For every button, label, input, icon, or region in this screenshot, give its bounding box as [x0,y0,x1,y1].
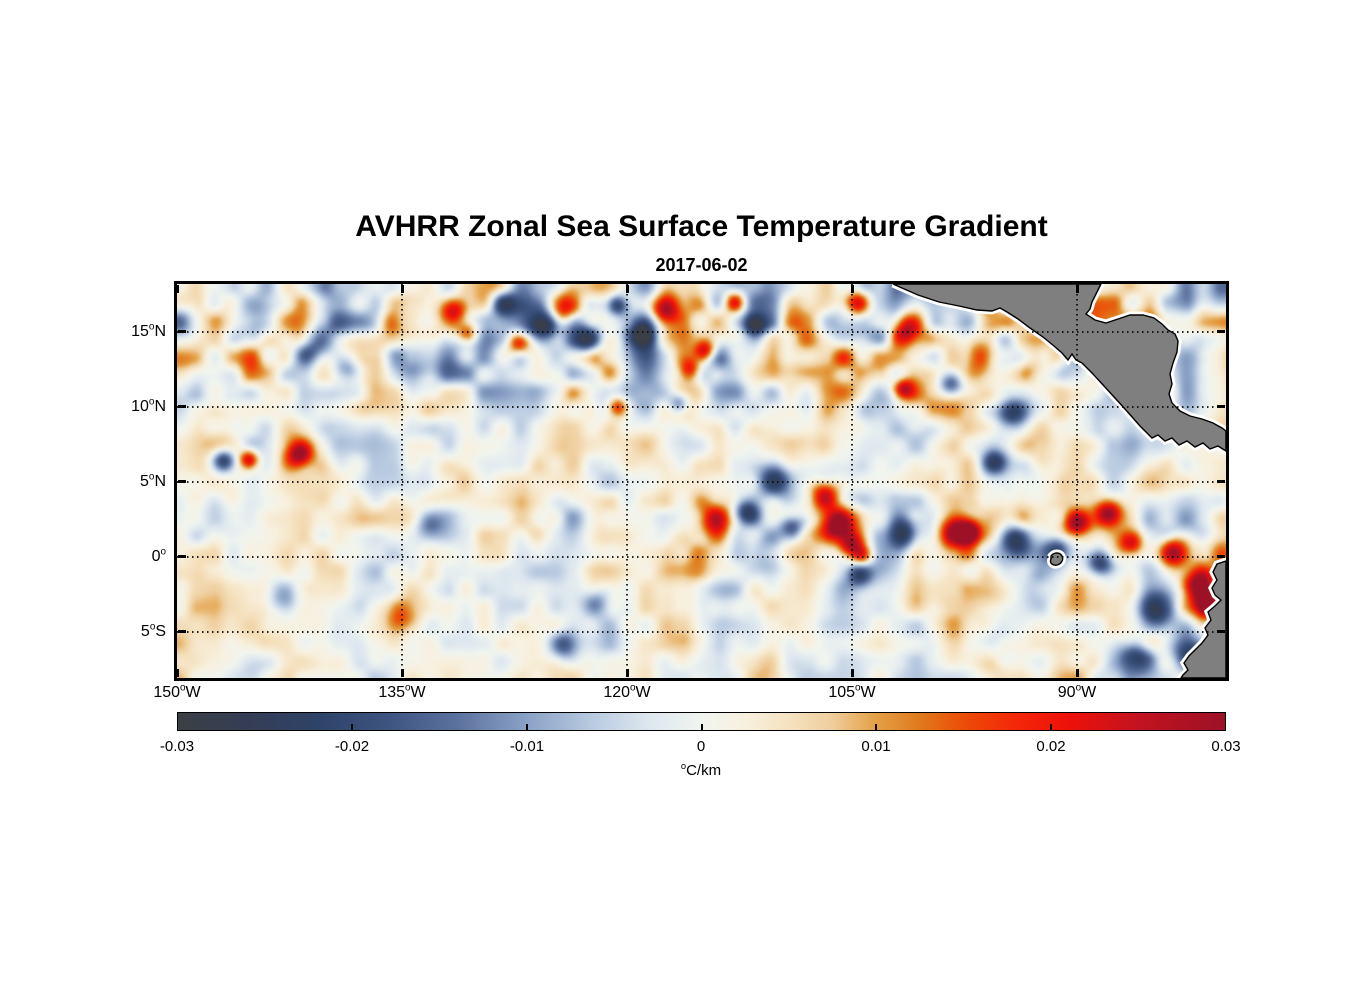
date-subtitle: 2017-06-02 [655,255,748,275]
colorbar-unit-label: oC/km [680,761,722,779]
y-axis-tick-left [178,405,186,409]
map-plot [177,284,1226,678]
y-axis-tick-left [178,630,186,634]
y-tick-label-0: 0o [151,546,166,565]
y-axis-tick-right [1217,405,1225,409]
colorbar-label-3: 0 [696,738,706,755]
x-axis-tick-top [1075,285,1079,293]
x-tick-label-135w: 135oW [378,682,426,701]
gridline-vertical [851,284,853,678]
colorbar-label-5: 0.02 [1036,738,1066,755]
gridline-horizontal [177,556,1226,558]
y-axis-tick-right [1217,330,1225,334]
x-axis-tick-bottom [625,669,629,677]
y-tick-label-10n: 10oN [131,396,166,415]
gridline-horizontal [177,481,1226,483]
colorbar-tick [350,724,353,730]
y-tick-label-15n: 15oN [131,321,166,340]
x-tick-label-105w: 105oW [828,682,876,701]
x-axis-tick-bottom [175,669,179,677]
x-tick-label-90w: 90oW [1057,682,1097,701]
colorbar-label-2: -0.01 [509,738,545,755]
colorbar-tick [700,724,703,730]
x-tick-label-150w: 150oW [153,682,201,701]
gridline-vertical [626,284,628,678]
colorbar-label-4: 0.01 [861,738,891,755]
colorbar-label-1: -0.02 [334,738,370,755]
y-tick-label-5s: 5oS [140,621,166,640]
y-tick-label-5n: 5oN [140,471,166,490]
gridline-horizontal [177,631,1226,633]
colorbar-tick [525,724,528,730]
colorbar-label-6: 0.03 [1211,738,1241,755]
page-title: AVHRR Zonal Sea Surface Temperature Grad… [355,210,1048,243]
colorbar-tick [875,724,878,730]
x-axis-tick-top [400,285,404,293]
x-axis-tick-bottom [400,669,404,677]
gridline-vertical [401,284,403,678]
x-axis-tick-bottom [1075,669,1079,677]
x-axis-tick-bottom [850,669,854,677]
south-america [1180,560,1226,678]
y-axis-tick-left [178,330,186,334]
gridline-vertical [1076,284,1078,678]
colorbar-tick [1050,724,1053,730]
y-axis-tick-right [1217,630,1225,634]
x-axis-tick-top [175,285,179,293]
y-axis-tick-left [178,555,186,559]
y-axis-tick-right [1217,555,1225,559]
x-axis-tick-top [625,285,629,293]
x-axis-tick-top [850,285,854,293]
y-axis-tick-left [178,480,186,484]
gridline-horizontal [177,331,1226,333]
galapagos-islands [1049,552,1064,566]
x-tick-label-120w: 120oW [603,682,651,701]
gridline-horizontal [177,406,1226,408]
colorbar [177,712,1226,731]
mexico-central-america [892,284,1226,452]
colorbar-label-0: -0.03 [159,738,195,755]
y-axis-tick-right [1217,480,1225,484]
sst-gradient-field-canvas [177,284,1226,678]
